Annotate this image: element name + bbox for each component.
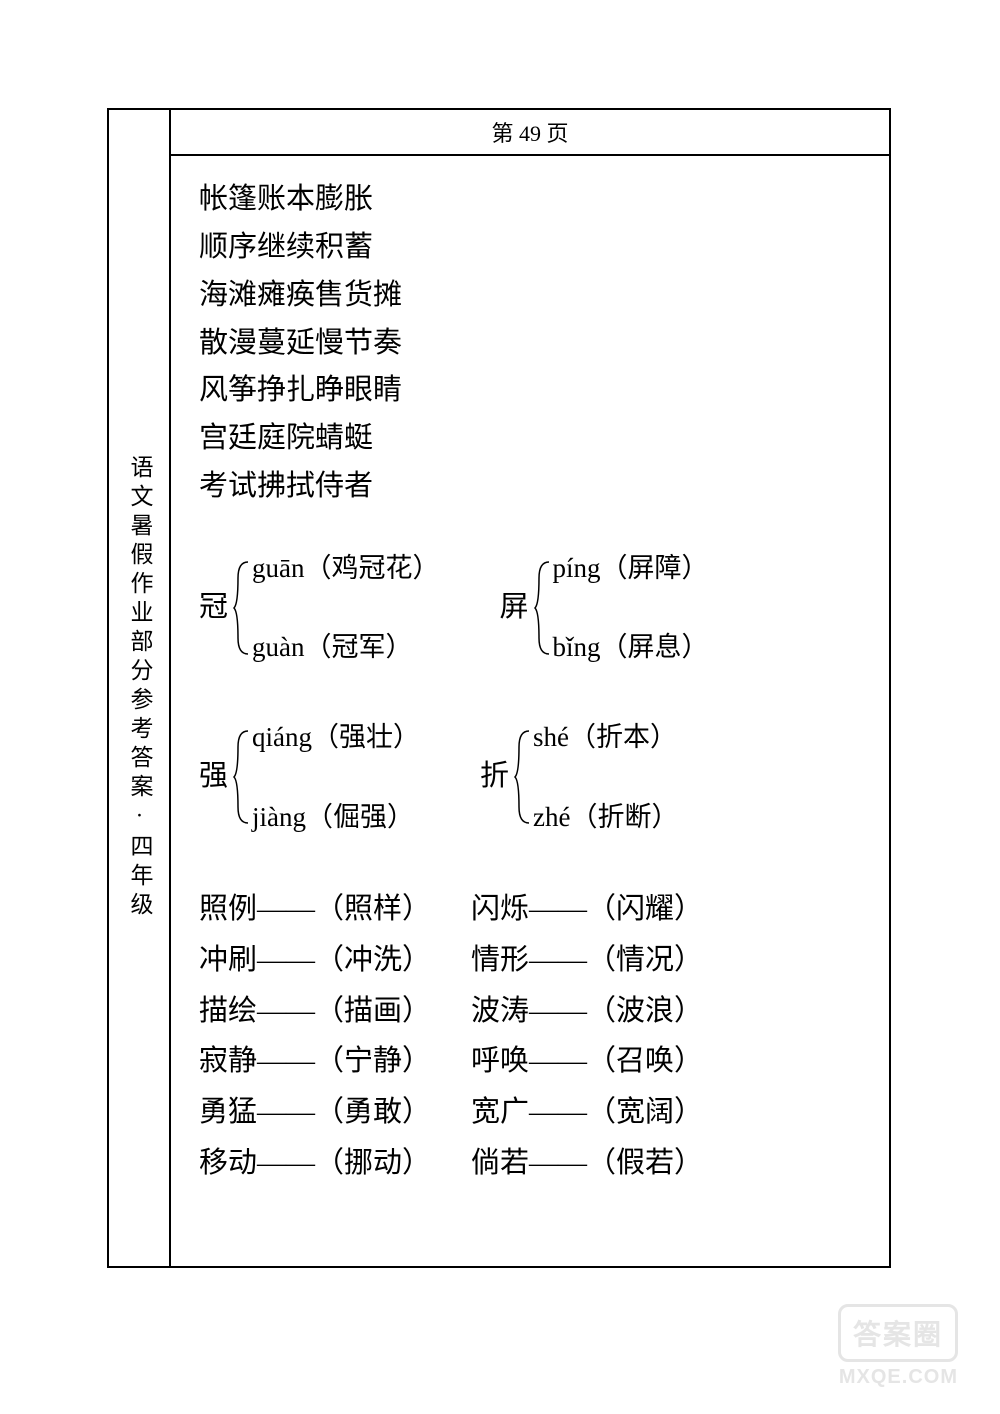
word-item: 海滩 (199, 279, 257, 311)
synonym-pair: 波涛——（波浪） (471, 986, 703, 1037)
pinyin-character: 屏 (500, 584, 529, 632)
word-item: 继续 (257, 231, 315, 263)
word-groups-section: 帐篷账本膨胀顺序继续积蓄海滩瘫痪售货摊散漫蔓延慢节奏风筝挣扎睁眼睛宫廷庭院蜻蜓考… (199, 176, 861, 511)
word-item: 蔓延 (257, 327, 315, 359)
pinyin-character: 冠 (199, 584, 228, 632)
word-row: 顺序继续积蓄 (199, 224, 861, 272)
page-frame: 语文暑假作业部分参考答案·四年级 第 49 页 帐篷账本膨胀顺序继续积蓄海滩瘫痪… (107, 108, 891, 1268)
content-area: 帐篷账本膨胀顺序继续积蓄海滩瘫痪售货摊散漫蔓延慢节奏风筝挣扎睁眼睛宫廷庭院蜻蜓考… (171, 156, 889, 1266)
pinyin-reading: guān（鸡冠花） (252, 546, 439, 591)
word-item: 庭院 (257, 422, 315, 454)
pinyin-row: 冠 guān（鸡冠花） guàn（冠军） 屏 píng（屏障） bǐng（屏息） (199, 546, 861, 670)
pinyin-reading: qiáng（强壮） (252, 715, 420, 760)
synonym-pair: 冲刷——（冲洗） (199, 935, 431, 986)
pinyin-character: 折 (480, 753, 509, 801)
watermark: 答案圈 MXQE.COM (838, 1304, 958, 1389)
word-item: 挣扎 (257, 374, 315, 406)
synonym-pair: 寂静——（宁静） (199, 1036, 431, 1087)
pinyin-reading: shé（折本） (533, 715, 678, 760)
synonym-row: 描绘——（描画） 波涛——（波浪） (199, 986, 861, 1037)
pinyin-reading: zhé（折断） (533, 795, 678, 840)
synonym-pair: 勇猛——（勇敢） (199, 1087, 431, 1138)
page-header: 第 49 页 (171, 110, 889, 156)
word-item: 账本 (257, 183, 315, 215)
pinyin-group: 冠 guān（鸡冠花） guàn（冠军） (199, 546, 440, 670)
word-item: 蜻蜓 (315, 422, 373, 454)
word-item: 宫廷 (199, 422, 257, 454)
word-item: 慢节奏 (315, 327, 402, 359)
synonym-pair: 描绘——（描画） (199, 986, 431, 1037)
synonym-pair: 闪烁——（闪耀） (471, 884, 703, 935)
synonym-section: 照例——（照样）闪烁——（闪耀）冲刷——（冲洗）情形——（情况）描绘——（描画）… (199, 884, 861, 1189)
word-row: 帐篷账本膨胀 (199, 176, 861, 224)
synonym-pair: 照例——（照样） (199, 884, 431, 935)
word-item: 拂拭 (257, 470, 315, 502)
pinyin-readings: shé（折本） zhé（折断） (533, 715, 678, 839)
brace-icon (232, 727, 250, 827)
word-item: 散漫 (199, 327, 257, 359)
sidebar-title: 语文暑假作业部分参考答案·四年级 (122, 455, 156, 921)
synonym-pair: 呼唤——（召唤） (471, 1036, 703, 1087)
word-item: 侍者 (315, 470, 373, 502)
synonym-pair: 倘若——（假若） (471, 1138, 703, 1189)
word-item: 积蓄 (315, 231, 373, 263)
synonym-pair: 情形——（情况） (471, 935, 703, 986)
page-number: 第 49 页 (491, 116, 568, 148)
synonym-row: 照例——（照样） 闪烁——（闪耀） (199, 884, 861, 935)
pinyin-reading: píng（屏障） (553, 546, 709, 591)
watermark-url: MXQE.COM (839, 1366, 958, 1389)
word-row: 风筝挣扎睁眼睛 (199, 367, 861, 415)
synonym-row: 勇猛——（勇敢） 宽广——（宽阔） (199, 1087, 861, 1138)
pinyin-row: 强 qiáng（强壮） jiàng（倔强） 折 shé（折本） zhé（折断） (199, 715, 861, 839)
synonym-pair: 宽广——（宽阔） (471, 1087, 703, 1138)
pinyin-reading: guàn（冠军） (252, 625, 439, 670)
pinyin-reading: jiàng（倔强） (252, 795, 420, 840)
word-row: 散漫蔓延慢节奏 (199, 320, 861, 368)
word-item: 瘫痪 (257, 279, 315, 311)
word-row: 宫廷庭院蜻蜓 (199, 415, 861, 463)
pinyin-readings: qiáng（强壮） jiàng（倔强） (252, 715, 420, 839)
sidebar: 语文暑假作业部分参考答案·四年级 (109, 110, 171, 1266)
synonym-row: 冲刷——（冲洗） 情形——（情况） (199, 935, 861, 986)
word-item: 帐篷 (199, 183, 257, 215)
word-item: 膨胀 (315, 183, 373, 215)
word-row: 考试拂拭侍者 (199, 463, 861, 511)
synonym-row: 移动——（挪动） 倘若——（假若） (199, 1138, 861, 1189)
word-item: 顺序 (199, 231, 257, 263)
brace-icon (232, 558, 250, 658)
pinyin-readings: guān（鸡冠花） guàn（冠军） (252, 546, 439, 670)
pinyin-character: 强 (199, 753, 228, 801)
pinyin-reading: bǐng（屏息） (553, 625, 709, 670)
word-row: 海滩瘫痪售货摊 (199, 272, 861, 320)
synonym-pair: 移动——（挪动） (199, 1138, 431, 1189)
pinyin-readings: píng（屏障） bǐng（屏息） (553, 546, 709, 670)
word-item: 考试 (199, 470, 257, 502)
pinyin-group: 屏 píng（屏障） bǐng（屏息） (500, 546, 709, 670)
word-item: 售货摊 (315, 279, 402, 311)
brace-icon (533, 558, 551, 658)
pinyin-group: 强 qiáng（强壮） jiàng（倔强） (199, 715, 420, 839)
word-item: 睁眼睛 (315, 374, 402, 406)
word-item: 风筝 (199, 374, 257, 406)
pinyin-section: 冠 guān（鸡冠花） guàn（冠军） 屏 píng（屏障） bǐng（屏息） 强 qián… (199, 546, 861, 839)
synonym-row: 寂静——（宁静） 呼唤——（召唤） (199, 1036, 861, 1087)
brace-icon (513, 727, 531, 827)
watermark-label: 答案圈 (838, 1304, 958, 1362)
pinyin-group: 折 shé（折本） zhé（折断） (480, 715, 678, 839)
